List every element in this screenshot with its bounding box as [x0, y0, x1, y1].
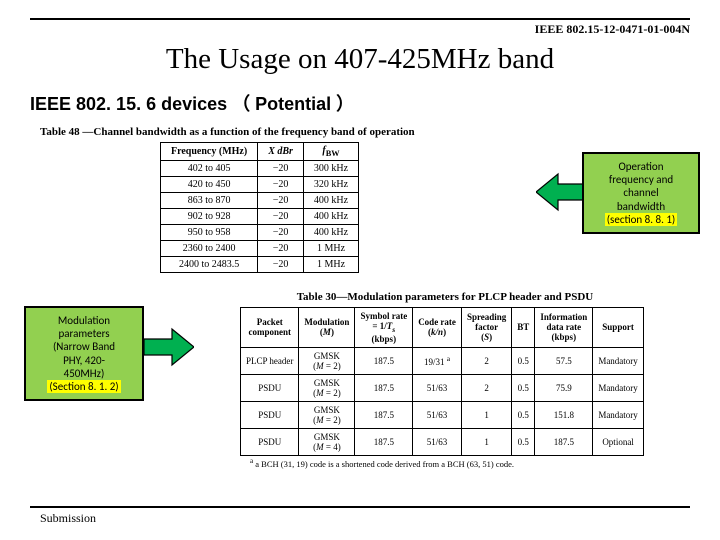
c2-l4: PHY, 420- — [63, 354, 105, 367]
t2-r3c5: 0.5 — [512, 428, 535, 455]
c1-l4: bandwidth — [617, 200, 665, 213]
c2-l2: parameters — [58, 327, 109, 340]
page-title: The Usage on 407-425MHz band — [30, 43, 690, 76]
t1-r3c0: 902 to 928 — [161, 209, 258, 225]
t2-h7: Support — [593, 308, 644, 348]
t2-h3: Code rate(k/n) — [413, 308, 462, 348]
t2-r0c5: 0.5 — [512, 347, 535, 374]
t1-r3c2: 400 kHz — [303, 209, 358, 225]
t1-r6c0: 2400 to 2483.5 — [161, 257, 258, 273]
t2-r0c2: 187.5 — [355, 347, 413, 374]
table1-region: Frequency (MHz) X dBr fBW 402 to 405−203… — [30, 142, 690, 273]
t2-r3c0: PSDU — [241, 428, 299, 455]
t2-r2c6: 151.8 — [535, 401, 593, 428]
t2-h6: Informationdata rate(kbps) — [535, 308, 593, 348]
t2-r1c4: 2 — [461, 374, 511, 401]
c2-l5: 450MHz) — [64, 367, 105, 380]
arrow-right-icon — [144, 327, 194, 367]
t2-h0: Packetcomponent — [241, 308, 299, 348]
t1-h1: X dBr — [258, 143, 304, 161]
t2-r2c4: 1 — [461, 401, 511, 428]
t1-r6c2: 1 MHz — [303, 257, 358, 273]
t2-r3c4: 1 — [461, 428, 511, 455]
bottom-rule — [30, 506, 690, 508]
t2-r3c3: 51/63 — [413, 428, 462, 455]
t1-r4c2: 400 kHz — [303, 225, 358, 241]
c2-l3: (Narrow Band — [53, 340, 115, 353]
t2-r3c1: GMSK(M = 4) — [299, 428, 355, 455]
t1-h0: Frequency (MHz) — [161, 143, 258, 161]
t2-h5: BT — [512, 308, 535, 348]
t1-r0c0: 402 to 405 — [161, 161, 258, 177]
t2-r0c1: GMSK(M = 2) — [299, 347, 355, 374]
c1-l5: (section 8. 8. 1) — [605, 213, 678, 226]
t1-r5c1: −20 — [258, 241, 304, 257]
t1-r2c0: 863 to 870 — [161, 193, 258, 209]
c1-l1: Operation — [618, 160, 663, 173]
t2-r2c2: 187.5 — [355, 401, 413, 428]
t2-r3c2: 187.5 — [355, 428, 413, 455]
table2-caption: Table 30—Modulation parameters for PLCP … — [200, 291, 690, 303]
t1-r2c1: −20 — [258, 193, 304, 209]
t1-r6c1: −20 — [258, 257, 304, 273]
t1-r1c1: −20 — [258, 177, 304, 193]
table1: Frequency (MHz) X dBr fBW 402 to 405−203… — [160, 142, 359, 273]
t2-r3c6: 187.5 — [535, 428, 593, 455]
t2-r1c7: Mandatory — [593, 374, 644, 401]
t1-r2c2: 400 kHz — [303, 193, 358, 209]
c1-l2: frequency and — [609, 173, 673, 186]
doc-number: IEEE 802.15-12-0471-01-004N — [30, 22, 690, 37]
t2-h1: Modulation(M) — [299, 308, 355, 348]
t2-r2c3: 51/63 — [413, 401, 462, 428]
top-rule — [30, 18, 690, 20]
t1-r0c2: 300 kHz — [303, 161, 358, 177]
t1-r0c1: −20 — [258, 161, 304, 177]
t2-r1c1: GMSK(M = 2) — [299, 374, 355, 401]
t1-r5c2: 1 MHz — [303, 241, 358, 257]
submission-label: Submission — [40, 511, 96, 526]
t2-r2c5: 0.5 — [512, 401, 535, 428]
c2-l6: (Section 8. 1. 2) — [47, 380, 120, 393]
c1-l3: channel — [623, 186, 658, 199]
t2-r2c7: Mandatory — [593, 401, 644, 428]
t1-r3c1: −20 — [258, 209, 304, 225]
t2-r3c7: Optional — [593, 428, 644, 455]
t2-h2: Symbol rate= 1/Ts(kbps) — [355, 308, 413, 348]
table1-caption: Table 48 —Channel bandwidth as a functio… — [40, 126, 690, 138]
t2-r2c0: PSDU — [241, 401, 299, 428]
t1-r4c1: −20 — [258, 225, 304, 241]
t2-r2c1: GMSK(M = 2) — [299, 401, 355, 428]
t2-r1c0: PSDU — [241, 374, 299, 401]
t1-r5c0: 2360 to 2400 — [161, 241, 258, 257]
callout-freq-bandwidth: Operation frequency and channel bandwidt… — [582, 152, 700, 234]
table2-region: Table 30—Modulation parameters for PLCP … — [30, 291, 690, 469]
t2-r0c4: 2 — [461, 347, 511, 374]
t2-h4: Spreadingfactor(S) — [461, 308, 511, 348]
t2-r1c5: 0.5 — [512, 374, 535, 401]
t1-r1c2: 320 kHz — [303, 177, 358, 193]
t2-r1c6: 75.9 — [535, 374, 593, 401]
t2-r1c3: 51/63 — [413, 374, 462, 401]
t2-r0c0: PLCP header — [241, 347, 299, 374]
subtitle: IEEE 802. 15. 6 devices （ Potential ） — [30, 90, 690, 116]
t2-r0c3: 19/31 a — [413, 347, 462, 374]
t1-h2: fBW — [303, 143, 358, 161]
arrow-left-icon — [536, 172, 586, 212]
t2-r1c2: 187.5 — [355, 374, 413, 401]
t1-r4c0: 950 to 958 — [161, 225, 258, 241]
callout-modulation: Modulation parameters (Narrow Band PHY, … — [24, 306, 144, 401]
t2-r0c7: Mandatory — [593, 347, 644, 374]
table2: Packetcomponent Modulation(M) Symbol rat… — [240, 307, 644, 456]
table2-footnote: a a BCH (31, 19) code is a shortened cod… — [250, 457, 690, 469]
c2-l1: Modulation — [58, 314, 110, 327]
t1-r1c0: 420 to 450 — [161, 177, 258, 193]
t2-r0c6: 57.5 — [535, 347, 593, 374]
